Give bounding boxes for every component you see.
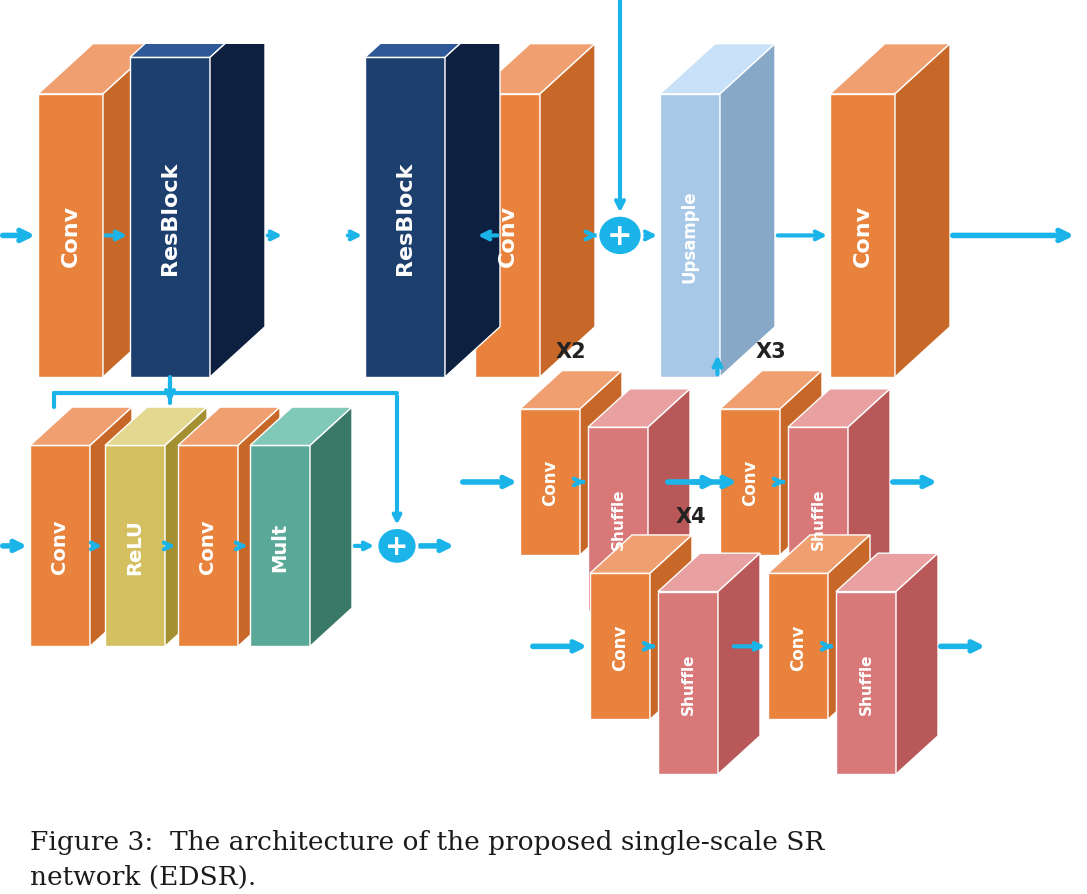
Polygon shape bbox=[130, 58, 210, 377]
Text: ResBlock: ResBlock bbox=[160, 161, 180, 274]
Polygon shape bbox=[769, 574, 828, 720]
Text: X2: X2 bbox=[555, 342, 586, 362]
Polygon shape bbox=[780, 371, 822, 555]
Polygon shape bbox=[580, 371, 622, 555]
Circle shape bbox=[598, 216, 642, 257]
Text: · · · · ·: · · · · · bbox=[278, 226, 351, 246]
Text: Conv: Conv bbox=[611, 623, 629, 670]
Polygon shape bbox=[105, 446, 165, 646]
Polygon shape bbox=[30, 408, 132, 446]
Polygon shape bbox=[90, 408, 132, 646]
Polygon shape bbox=[830, 95, 895, 377]
Polygon shape bbox=[105, 408, 207, 446]
Text: Conv: Conv bbox=[498, 205, 517, 267]
Text: ResBlock: ResBlock bbox=[395, 161, 415, 274]
Polygon shape bbox=[103, 45, 158, 377]
Polygon shape bbox=[130, 8, 265, 58]
Polygon shape bbox=[588, 427, 648, 610]
Polygon shape bbox=[38, 45, 158, 95]
Text: Conv: Conv bbox=[199, 519, 217, 574]
Polygon shape bbox=[719, 553, 760, 774]
Polygon shape bbox=[165, 408, 207, 646]
Polygon shape bbox=[648, 390, 690, 610]
Polygon shape bbox=[896, 553, 938, 774]
Text: Mult: Mult bbox=[271, 522, 289, 571]
Polygon shape bbox=[660, 45, 775, 95]
Circle shape bbox=[377, 528, 417, 564]
Polygon shape bbox=[30, 446, 90, 646]
Text: X4: X4 bbox=[676, 506, 707, 527]
Text: Shuffle: Shuffle bbox=[859, 653, 874, 713]
Polygon shape bbox=[38, 95, 103, 377]
Text: Shuffle: Shuffle bbox=[680, 653, 696, 713]
Text: Conv: Conv bbox=[541, 460, 559, 506]
Polygon shape bbox=[788, 427, 848, 610]
Polygon shape bbox=[590, 536, 692, 574]
Polygon shape bbox=[475, 45, 595, 95]
Polygon shape bbox=[520, 371, 622, 409]
Polygon shape bbox=[210, 8, 265, 377]
Polygon shape bbox=[310, 408, 352, 646]
Text: Figure 3:  The architecture of the proposed single-scale SR
network (EDSR).: Figure 3: The architecture of the propos… bbox=[30, 829, 824, 889]
Text: Conv: Conv bbox=[61, 205, 80, 267]
Text: Shuffle: Shuffle bbox=[811, 488, 825, 550]
Polygon shape bbox=[836, 592, 896, 774]
Polygon shape bbox=[658, 592, 719, 774]
Text: Conv: Conv bbox=[50, 519, 70, 574]
Polygon shape bbox=[828, 536, 870, 720]
Polygon shape bbox=[540, 45, 595, 377]
Polygon shape bbox=[238, 408, 280, 646]
Polygon shape bbox=[365, 8, 500, 58]
Polygon shape bbox=[590, 574, 650, 720]
Polygon shape bbox=[848, 390, 890, 610]
Text: Shuffle: Shuffle bbox=[611, 488, 625, 550]
Polygon shape bbox=[788, 390, 890, 427]
Polygon shape bbox=[250, 408, 352, 446]
Polygon shape bbox=[836, 553, 938, 592]
Polygon shape bbox=[178, 408, 280, 446]
Text: Conv: Conv bbox=[741, 460, 759, 506]
Polygon shape bbox=[475, 95, 540, 377]
Polygon shape bbox=[250, 446, 310, 646]
Polygon shape bbox=[769, 536, 870, 574]
Text: Conv: Conv bbox=[852, 205, 873, 267]
Polygon shape bbox=[445, 8, 500, 377]
Polygon shape bbox=[720, 371, 822, 409]
Text: ReLU: ReLU bbox=[125, 519, 145, 574]
Polygon shape bbox=[588, 390, 690, 427]
Polygon shape bbox=[895, 45, 950, 377]
Polygon shape bbox=[658, 553, 760, 592]
Text: +: + bbox=[385, 532, 409, 561]
Polygon shape bbox=[365, 58, 445, 377]
Text: Upsample: Upsample bbox=[680, 190, 699, 283]
Text: Conv: Conv bbox=[789, 623, 807, 670]
Polygon shape bbox=[520, 409, 580, 555]
Polygon shape bbox=[650, 536, 692, 720]
Polygon shape bbox=[720, 45, 775, 377]
Polygon shape bbox=[178, 446, 238, 646]
Text: +: + bbox=[608, 222, 633, 250]
Polygon shape bbox=[830, 45, 950, 95]
Polygon shape bbox=[660, 95, 720, 377]
Text: X3: X3 bbox=[755, 342, 786, 362]
Polygon shape bbox=[720, 409, 780, 555]
